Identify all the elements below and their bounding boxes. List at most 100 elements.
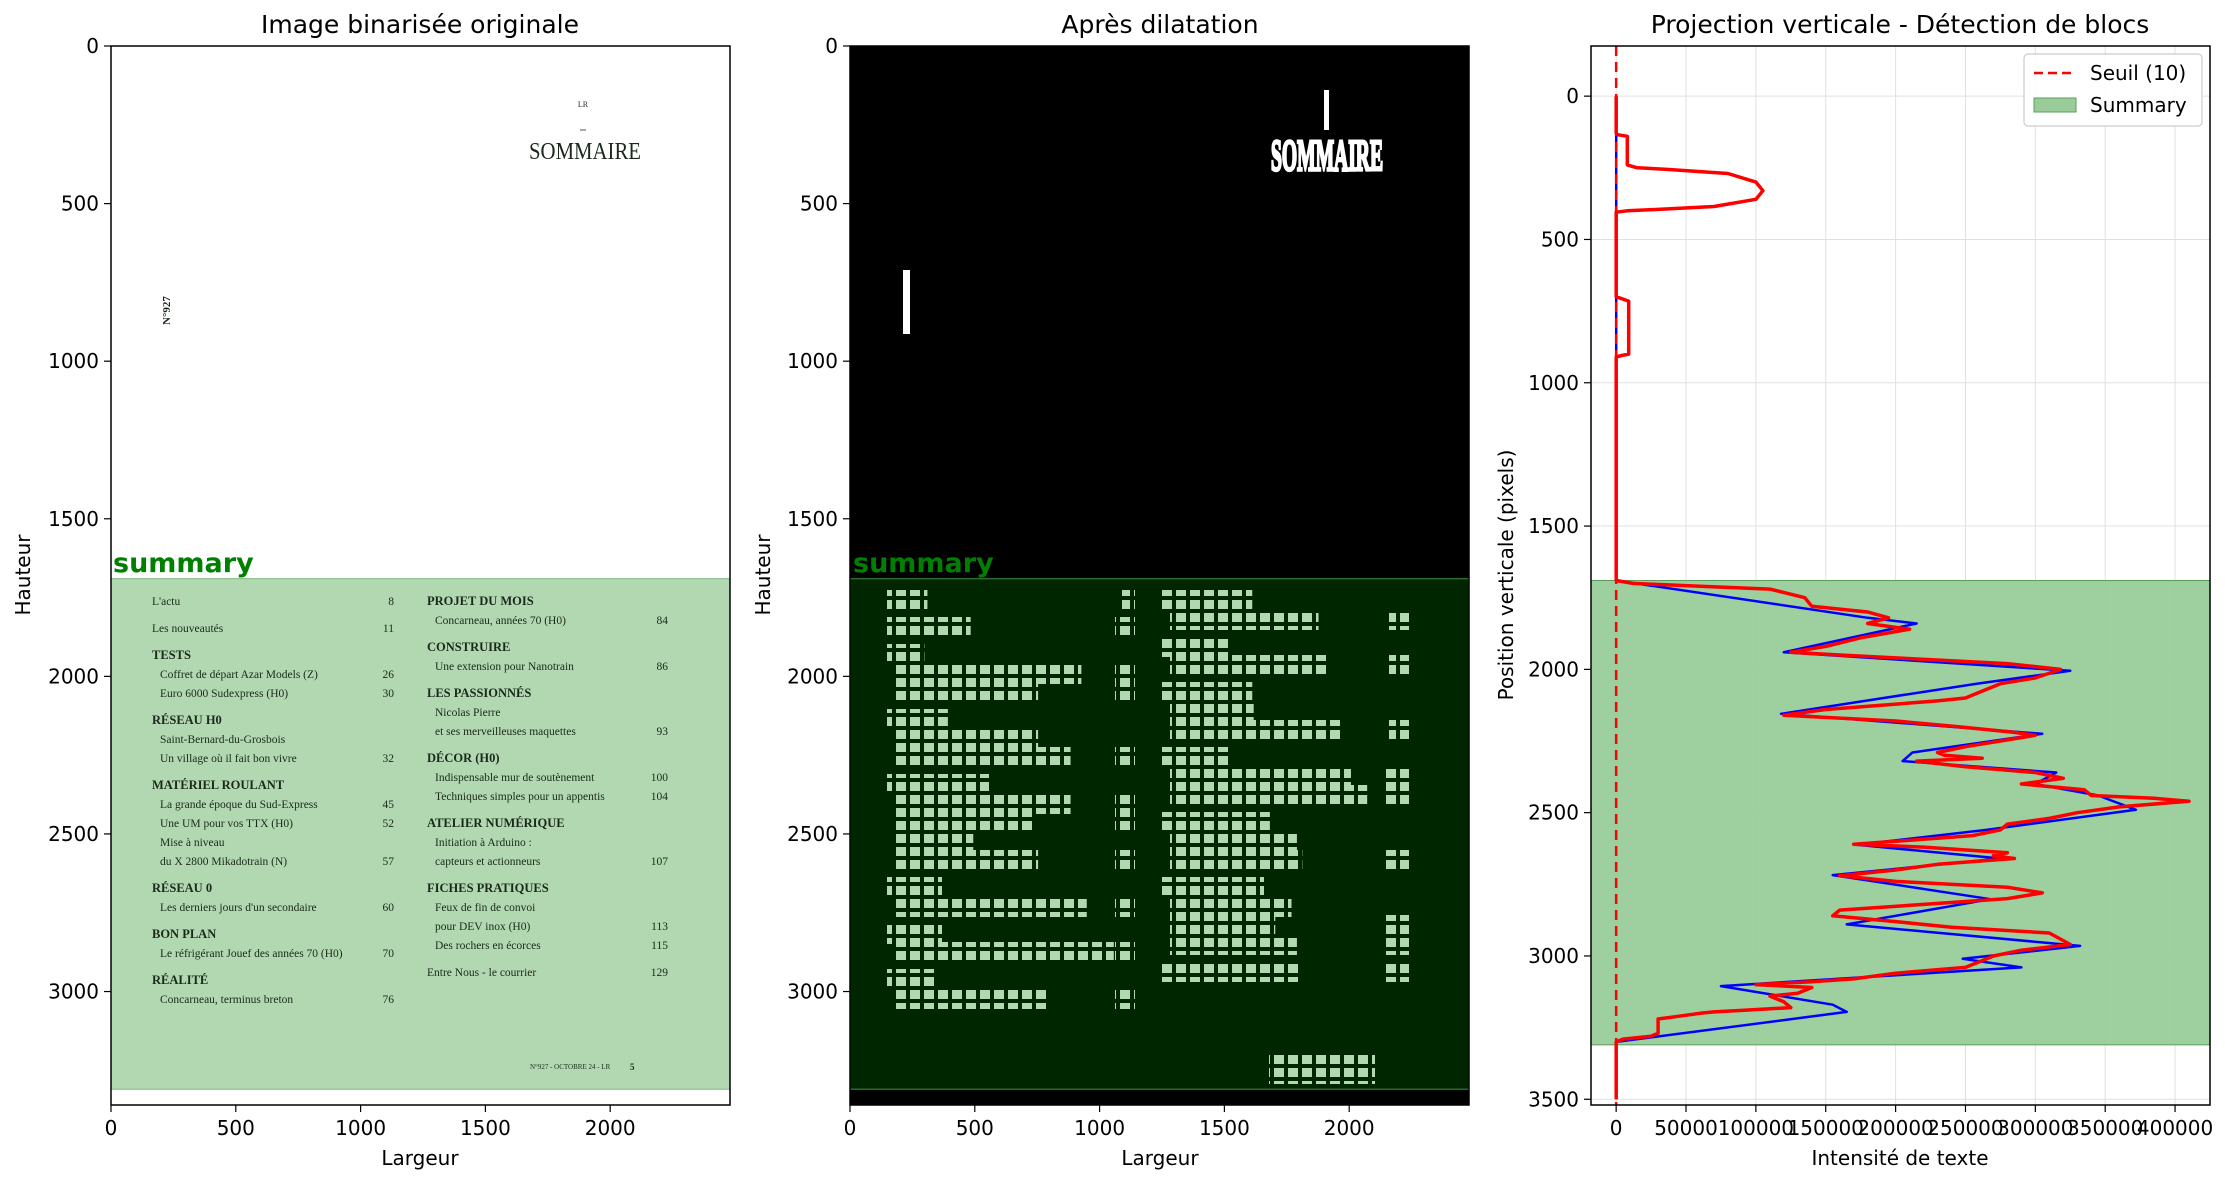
toc-entry-title: Concarneau, années 70 (H0) [435, 615, 566, 627]
y-tick-label: 2500 [48, 822, 99, 846]
dilated-line-block [895, 682, 1039, 703]
dilated-mark-issue [903, 270, 910, 334]
series-red-line [1614, 96, 2191, 1100]
dilated-page-block [1115, 682, 1135, 703]
dilated-line-block [895, 812, 1033, 833]
page-footer: N°927 - OCTOBRE 24 - LR [530, 1063, 611, 1071]
dilated-page-block [1382, 850, 1409, 871]
dilated-page-block [1389, 720, 1409, 741]
y-tick-label: 3000 [787, 980, 838, 1004]
x-tick-label: 500 [956, 1116, 994, 1140]
y-tick-label: 500 [1541, 227, 1579, 251]
panel2-title: Après dilatation [1061, 10, 1258, 39]
y-tick-label: 3500 [1528, 1087, 1579, 1111]
page-footer-number: 5 [630, 1062, 635, 1072]
dilated-line-block [887, 923, 942, 944]
panel2-frame [849, 45, 1470, 1106]
toc-page-number: 30 [383, 688, 395, 700]
dilated-page-block [1115, 942, 1135, 963]
dilated-page-block [1382, 785, 1409, 806]
x-tick-label: 200000 [1857, 1116, 1933, 1140]
dilated-line-block [895, 942, 1114, 963]
dilated-mark-lr [1324, 90, 1329, 130]
toc-section-heading: MATÉRIEL ROULANT [152, 778, 285, 792]
toc-section-heading: RÉALITÉ [152, 973, 208, 987]
legend-summary-swatch [2033, 97, 2077, 113]
panel-original: Image binarisée originale LR SOMMAIRE N°… [11, 10, 731, 1170]
dilated-line-block [1162, 747, 1229, 768]
dilated-footer-block [1269, 1052, 1375, 1084]
toc-section-heading: TESTS [152, 648, 191, 662]
y-tick-label: 2000 [1528, 657, 1579, 681]
x-tick-label: 300000 [1997, 1116, 2073, 1140]
y-tick-label: 2500 [1528, 801, 1579, 825]
x-tick-label: 0 [105, 1116, 118, 1140]
dilated-page-block [1382, 961, 1409, 982]
page-right-column: PROJET DU MOIS Concarneau, années 70 (H0)… [427, 594, 668, 979]
legend: Seuil (10) Summary [2023, 53, 2203, 127]
x-tick-label: 350000 [2067, 1116, 2143, 1140]
x-tick-label: 400000 [2137, 1116, 2213, 1140]
toc-entry-title: Saint-Bernard-du-Grosbois [160, 734, 286, 746]
toc-page-number: 115 [651, 940, 668, 952]
toc-page-number: 60 [383, 902, 395, 914]
dilated-page-block [1115, 988, 1135, 1009]
toc-page-number: 86 [657, 661, 669, 673]
y-tick-label: 1000 [787, 349, 838, 373]
toc-section-heading: BON PLAN [152, 927, 216, 941]
panel3-xlabel: Intensité de texte [1811, 1146, 1988, 1170]
toc-page-number: 11 [383, 623, 394, 635]
dilated-line-block [1170, 896, 1292, 917]
dilated-line-block [1170, 720, 1341, 741]
dilated-line-block [895, 663, 1082, 684]
toc-entry-title: Entre Nous - le courrier [427, 967, 536, 979]
toc-page-number: 84 [657, 615, 669, 627]
toc-entry-title: La grande époque du Sud-Express [160, 799, 318, 811]
panel1-xlabel: Largeur [381, 1146, 459, 1170]
dilated-line-block [887, 969, 937, 990]
toc-entry-title: Techniques simples pour un appentis [435, 791, 605, 803]
toc-entry-title: Concarneau, terminus breton [160, 994, 293, 1006]
toc-entry-title: Un village où il fait bon vivre [160, 753, 297, 765]
x-tick-label: 0 [1610, 1116, 1623, 1140]
panel2-summary-label: summary [853, 548, 994, 579]
y-tick-label: 1000 [1528, 371, 1579, 395]
toc-page-number: 100 [651, 772, 669, 784]
dilated-page-block [1122, 590, 1135, 611]
dilated-line-block [1162, 682, 1253, 703]
dilated-page-block [1389, 609, 1409, 630]
dilated-line-block [1170, 701, 1254, 722]
dilated-line-block [887, 590, 928, 611]
toc-section-heading: CONSTRUIRE [427, 640, 510, 654]
x-tick-label: 100000 [1718, 1116, 1794, 1140]
toc-entry-title: Euro 6000 Sudexpress (H0) [160, 688, 288, 700]
toc-entry-title: Une extension pour Nanotrain [435, 661, 574, 673]
dilated-line-block [895, 988, 1049, 1009]
dilated-page-block [1115, 747, 1135, 768]
dilated-page-block [1115, 617, 1135, 638]
toc-page-number: 32 [383, 753, 395, 765]
dilated-line-block [1170, 609, 1319, 630]
dilated-line-block [895, 728, 1039, 749]
panel3-axes: 0 50000 1000001500002000002500003000003500… [1528, 84, 2213, 1140]
toc-page-number: 57 [383, 856, 395, 868]
x-tick-label: 1000 [1074, 1116, 1125, 1140]
toc-section-heading: DÉCOR (H0) [427, 751, 500, 765]
legend-threshold-label: Seuil (10) [2090, 61, 2186, 85]
toc-entry-title: capteurs et actionneurs [435, 856, 541, 868]
panel1-ylabel: Hauteur [11, 534, 35, 616]
toc-page-number: 113 [651, 921, 668, 933]
toc-section-heading: ATELIER NUMÉRIQUE [427, 816, 565, 830]
toc-section-heading: LES PASSIONNÉS [427, 686, 531, 700]
toc-page-number: 93 [657, 726, 669, 738]
panel2-ylabel: Hauteur [751, 534, 775, 616]
dilated-page-block [1382, 934, 1409, 955]
y-tick-label: 0 [1566, 84, 1579, 108]
toc-entry-title: Coffret de départ Azar Models (Z) [160, 669, 318, 681]
y-tick-label: 3000 [48, 980, 99, 1004]
toc-page-number: 26 [383, 669, 395, 681]
toc-entry-title: et ses merveilleuses maquettes [435, 726, 576, 738]
dilated-line-block [1170, 934, 1297, 955]
y-tick-label: 2000 [787, 664, 838, 688]
y-tick-label: 1000 [48, 349, 99, 373]
